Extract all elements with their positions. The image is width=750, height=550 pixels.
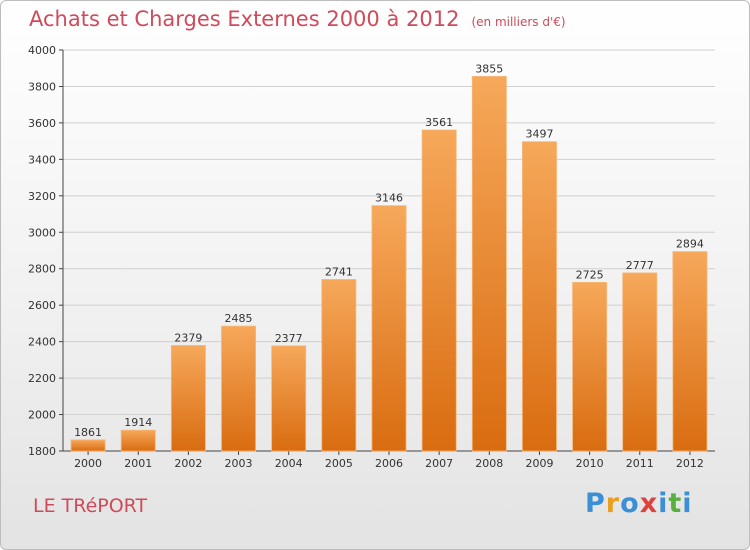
y-tick-label: 2200 bbox=[28, 372, 56, 385]
logo-letter: r bbox=[605, 488, 621, 519]
logo-letter: o bbox=[620, 488, 640, 519]
y-tick-label: 2400 bbox=[28, 336, 56, 349]
value-label-2009: 3497 bbox=[525, 128, 553, 141]
bar-2009 bbox=[522, 141, 557, 452]
bar-2005 bbox=[321, 279, 357, 452]
bar-2000 bbox=[70, 439, 106, 452]
bar-2007 bbox=[421, 129, 457, 452]
bar-2003 bbox=[221, 325, 256, 452]
x-tick-label-2004: 2004 bbox=[275, 457, 303, 470]
logo-letter: i bbox=[682, 488, 693, 519]
bars bbox=[70, 76, 708, 452]
logo-letter: i bbox=[658, 488, 669, 519]
y-tick-label: 4000 bbox=[28, 44, 56, 57]
x-tick-label-2002: 2002 bbox=[174, 457, 202, 470]
x-tick-label-2012: 2012 bbox=[676, 457, 704, 470]
bar-2011 bbox=[622, 272, 658, 452]
value-label-2008: 3855 bbox=[475, 62, 503, 75]
value-label-2000: 1861 bbox=[74, 426, 102, 439]
logo-letter: x bbox=[639, 488, 659, 519]
value-label-2007: 3561 bbox=[425, 116, 453, 129]
y-tick-label: 1800 bbox=[28, 445, 56, 458]
value-label-2001: 1914 bbox=[124, 416, 152, 429]
x-tick-label-2010: 2010 bbox=[576, 457, 604, 470]
y-tick-label: 2600 bbox=[28, 299, 56, 312]
bar-2002 bbox=[170, 345, 206, 452]
value-label-2011: 2777 bbox=[626, 259, 654, 272]
x-tick-label-2000: 2000 bbox=[74, 457, 102, 470]
value-label-2006: 3146 bbox=[375, 192, 403, 205]
y-tick-label: 3400 bbox=[28, 153, 56, 166]
bar-2006 bbox=[371, 205, 407, 452]
chart-title-text: Achats et Charges Externes 2000 à 2012 bbox=[29, 7, 460, 31]
bar-2004 bbox=[271, 345, 307, 452]
y-tick-label: 2000 bbox=[28, 409, 56, 422]
proxiti-logo: Proxiti bbox=[585, 488, 693, 519]
x-tick-label-2003: 2003 bbox=[225, 457, 253, 470]
y-tick-label: 3600 bbox=[28, 117, 56, 130]
x-tick-label-2007: 2007 bbox=[425, 457, 453, 470]
x-tick-label-2001: 2001 bbox=[124, 457, 152, 470]
value-label-2005: 2741 bbox=[325, 265, 353, 278]
y-tick-label: 3200 bbox=[28, 190, 56, 203]
value-label-2003: 2485 bbox=[225, 312, 253, 325]
x-tick-label-2008: 2008 bbox=[475, 457, 503, 470]
bar-2001 bbox=[120, 429, 156, 452]
commune-name: LE TRéPORT bbox=[33, 495, 148, 517]
y-tick-label: 2800 bbox=[28, 263, 56, 276]
value-label-2010: 2725 bbox=[576, 268, 604, 281]
x-tick-label-2011: 2011 bbox=[626, 457, 654, 470]
bar-2010 bbox=[572, 281, 608, 452]
x-tick-label-2005: 2005 bbox=[325, 457, 353, 470]
x-tick-label-2009: 2009 bbox=[525, 457, 553, 470]
logo-letter: P bbox=[585, 488, 606, 519]
value-label-2002: 2379 bbox=[174, 331, 202, 344]
value-label-2004: 2377 bbox=[275, 332, 303, 345]
axes: 1800 2000 2200 2400 2600 2800 3000 3200 3400 3600… bbox=[28, 44, 715, 470]
value-label-2012: 2894 bbox=[676, 238, 704, 251]
y-tick-label: 3000 bbox=[28, 226, 56, 239]
chart-title: Achats et Charges Externes 2000 à 2012 (e… bbox=[29, 7, 566, 31]
x-tick-label-2006: 2006 bbox=[375, 457, 403, 470]
value-labels: 1861 1914 2379 2485 2377 2741 3146 3561 3855 3497… bbox=[74, 62, 704, 438]
bar-2008 bbox=[471, 76, 507, 452]
logo-letter: t bbox=[668, 488, 683, 519]
bar-2012 bbox=[672, 251, 708, 452]
chart-subtitle: (en milliers d'€) bbox=[471, 15, 566, 29]
y-tick-label: 3800 bbox=[28, 80, 56, 93]
